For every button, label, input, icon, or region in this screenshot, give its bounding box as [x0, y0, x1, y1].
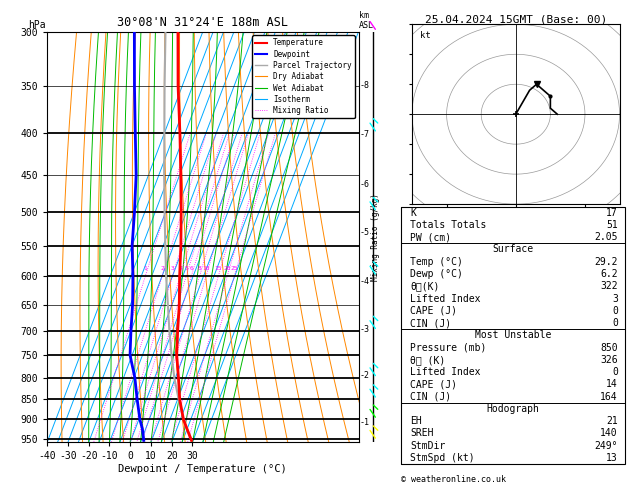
Text: 2.05: 2.05 — [594, 232, 618, 242]
Text: 13: 13 — [606, 453, 618, 463]
Text: 20: 20 — [223, 266, 231, 271]
Text: θᴇ(K): θᴇ(K) — [410, 281, 440, 291]
Text: StmSpd (kt): StmSpd (kt) — [410, 453, 475, 463]
Text: kt: kt — [420, 32, 431, 40]
Text: PW (cm): PW (cm) — [410, 232, 452, 242]
Text: Lifted Index: Lifted Index — [410, 367, 481, 377]
Text: 3: 3 — [170, 266, 174, 271]
Text: -4: -4 — [359, 277, 369, 286]
Text: StmDir: StmDir — [410, 441, 445, 451]
Text: 0: 0 — [612, 367, 618, 377]
Text: © weatheronline.co.uk: © weatheronline.co.uk — [401, 474, 506, 484]
Text: hPa: hPa — [28, 19, 46, 30]
Text: 0: 0 — [612, 318, 618, 328]
Text: 8: 8 — [198, 266, 201, 271]
Text: 15: 15 — [214, 266, 222, 271]
Text: -3: -3 — [359, 325, 369, 334]
Text: 6.2: 6.2 — [600, 269, 618, 279]
Text: Dewp (°C): Dewp (°C) — [410, 269, 463, 279]
Text: 4: 4 — [178, 266, 182, 271]
Text: CAPE (J): CAPE (J) — [410, 380, 457, 389]
Text: 25: 25 — [231, 266, 238, 271]
Text: 5: 5 — [184, 266, 188, 271]
Text: K: K — [410, 208, 416, 218]
Text: -8: -8 — [359, 81, 369, 89]
Text: km
ASL: km ASL — [359, 11, 374, 30]
Text: -1: -1 — [359, 417, 369, 427]
Text: 14: 14 — [606, 380, 618, 389]
Title: 30°08'N 31°24'E 188m ASL: 30°08'N 31°24'E 188m ASL — [118, 16, 288, 29]
Text: Hodograph: Hodograph — [486, 404, 540, 414]
Text: Totals Totals: Totals Totals — [410, 220, 487, 230]
Text: Mixing Ratio (g/kg): Mixing Ratio (g/kg) — [371, 193, 380, 281]
Text: CIN (J): CIN (J) — [410, 392, 452, 401]
Text: 10: 10 — [203, 266, 210, 271]
Legend: Temperature, Dewpoint, Parcel Trajectory, Dry Adiabat, Wet Adiabat, Isotherm, Mi: Temperature, Dewpoint, Parcel Trajectory… — [252, 35, 355, 118]
Text: Temp (°C): Temp (°C) — [410, 257, 463, 267]
Text: 2: 2 — [160, 266, 164, 271]
Text: -7: -7 — [359, 130, 369, 139]
Text: EH: EH — [410, 416, 422, 426]
X-axis label: Dewpoint / Temperature (°C): Dewpoint / Temperature (°C) — [118, 464, 287, 474]
Text: Lifted Index: Lifted Index — [410, 294, 481, 303]
Text: SREH: SREH — [410, 428, 434, 438]
Text: 322: 322 — [600, 281, 618, 291]
Text: 25.04.2024 15GMT (Base: 00): 25.04.2024 15GMT (Base: 00) — [425, 15, 607, 25]
Text: Pressure (mb): Pressure (mb) — [410, 343, 487, 352]
Text: 249°: 249° — [594, 441, 618, 451]
Text: 1: 1 — [143, 266, 147, 271]
Text: 164: 164 — [600, 392, 618, 401]
Text: CIN (J): CIN (J) — [410, 318, 452, 328]
Text: 140: 140 — [600, 428, 618, 438]
Text: 21: 21 — [606, 416, 618, 426]
Text: 326: 326 — [600, 355, 618, 365]
Text: 17: 17 — [606, 208, 618, 218]
Text: 850: 850 — [600, 343, 618, 352]
Text: 0: 0 — [612, 306, 618, 316]
Text: 51: 51 — [606, 220, 618, 230]
Text: 3: 3 — [612, 294, 618, 303]
Text: -6: -6 — [359, 180, 369, 190]
Text: CAPE (J): CAPE (J) — [410, 306, 457, 316]
Text: 6: 6 — [189, 266, 193, 271]
Text: Surface: Surface — [493, 244, 533, 255]
Text: -5: -5 — [359, 228, 369, 237]
Text: -2: -2 — [359, 371, 369, 380]
Text: θᴇ (K): θᴇ (K) — [410, 355, 445, 365]
Text: 29.2: 29.2 — [594, 257, 618, 267]
Text: Most Unstable: Most Unstable — [475, 330, 551, 340]
